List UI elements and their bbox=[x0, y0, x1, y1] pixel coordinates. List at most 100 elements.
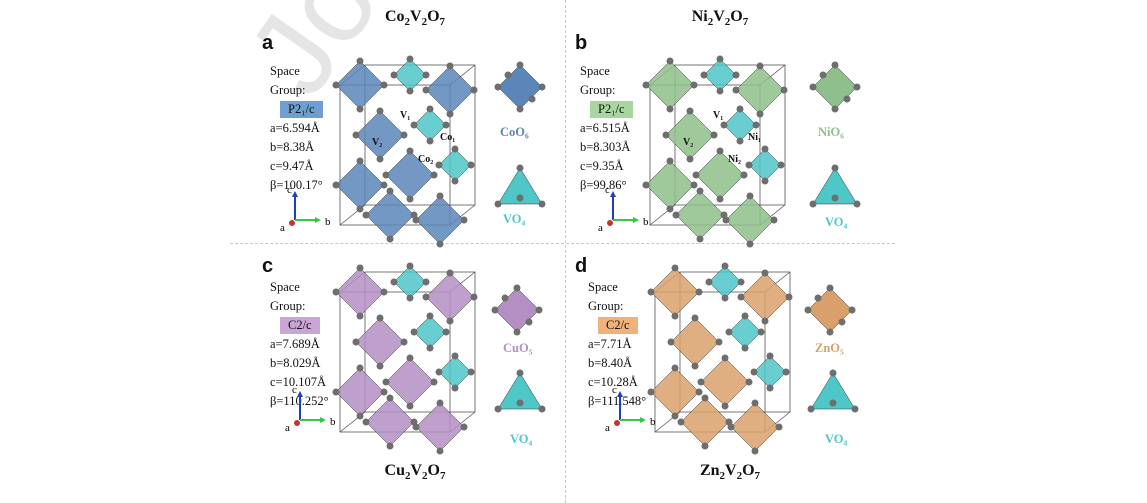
oxygen-atom bbox=[412, 423, 420, 431]
site-label: V₁ bbox=[713, 110, 723, 121]
oxygen-atom bbox=[710, 131, 718, 139]
metal-polyhedron-label: NiO₆ bbox=[818, 125, 844, 139]
oxygen-atom bbox=[752, 121, 760, 129]
oxygen-atom bbox=[809, 200, 817, 208]
metal-polyhedron bbox=[730, 402, 780, 452]
oxygen-atom bbox=[430, 378, 438, 386]
axis-c-label: c bbox=[605, 184, 610, 196]
oxygen-atom bbox=[513, 328, 521, 336]
oxygen-atom bbox=[732, 71, 740, 79]
axis-b-label: b bbox=[330, 416, 336, 428]
oxygen-atom bbox=[494, 405, 502, 413]
oxygen-atom bbox=[516, 369, 524, 377]
oxygen-atom bbox=[666, 157, 674, 165]
axis-a-label: a bbox=[598, 222, 603, 234]
oxygen-atom bbox=[741, 312, 749, 320]
oxygen-atom bbox=[853, 200, 861, 208]
oxygen-atom bbox=[756, 62, 764, 70]
panel-title: Co2V2O7 bbox=[384, 8, 446, 29]
site-label: V₂ bbox=[683, 137, 693, 148]
oxygen-atom bbox=[720, 121, 728, 129]
metal-polyhedron-label: CuO₅ bbox=[503, 341, 533, 355]
oxygen-atom bbox=[380, 288, 388, 296]
oxygen-atom bbox=[451, 145, 459, 153]
oxygen-atom bbox=[775, 423, 783, 431]
axis-c-arrowhead bbox=[292, 191, 298, 197]
oxygen-atom bbox=[829, 399, 837, 407]
oxygen-atom bbox=[467, 161, 475, 169]
lattice-c: c=10.28Å bbox=[588, 375, 638, 389]
lattice-beta: β=100.17° bbox=[270, 178, 323, 192]
oxygen-atom bbox=[671, 412, 679, 420]
oxygen-atom bbox=[716, 55, 724, 63]
oxygen-atom bbox=[491, 306, 499, 314]
oxygen-atom bbox=[715, 338, 723, 346]
panel-letter: c bbox=[262, 255, 274, 277]
oxygen-atom bbox=[412, 216, 420, 224]
oxygen-atom bbox=[390, 278, 398, 286]
oxygen-atom bbox=[696, 235, 704, 243]
oxygen-atom bbox=[819, 71, 827, 79]
oxygen-atom bbox=[516, 164, 524, 172]
oxygen-atom bbox=[727, 423, 735, 431]
oxygen-atom bbox=[362, 418, 370, 426]
oxygen-atom bbox=[390, 71, 398, 79]
oxygen-atom bbox=[426, 344, 434, 352]
oxygen-atom bbox=[671, 264, 679, 272]
lattice-beta: β=111.548° bbox=[588, 394, 647, 408]
lattice-parameters: Space Group: P2₁/c a=6.515Å b=8.303Å c=9.35Å… bbox=[580, 62, 633, 195]
metal-polyhedron bbox=[670, 317, 720, 367]
oxygen-atom bbox=[751, 447, 759, 455]
oxygen-atom bbox=[785, 293, 793, 301]
oxygen-atom bbox=[435, 161, 443, 169]
oxygen-atom bbox=[716, 87, 724, 95]
oxygen-atom bbox=[750, 368, 758, 376]
oxygen-atom bbox=[538, 200, 546, 208]
axis-a-marker bbox=[607, 220, 613, 226]
lattice-c: c=10.107Å bbox=[270, 375, 326, 389]
oxygen-atom bbox=[690, 181, 698, 189]
axis-b-arrowhead bbox=[640, 417, 646, 423]
oxygen-atom bbox=[494, 200, 502, 208]
oxygen-atom bbox=[460, 423, 468, 431]
axis-a-label: a bbox=[285, 422, 290, 434]
metal-polyhedron-label: CoO₆ bbox=[500, 125, 529, 139]
vo4-polyhedron bbox=[728, 315, 762, 349]
oxygen-atom bbox=[721, 262, 729, 270]
oxygen-atom bbox=[332, 388, 340, 396]
lattice-b: b=8.303Å bbox=[580, 140, 631, 154]
oxygen-atom bbox=[737, 293, 745, 301]
panel-title: Ni2V2O7 bbox=[691, 8, 749, 29]
oxygen-atom bbox=[386, 187, 394, 195]
axis-a-marker bbox=[294, 420, 300, 426]
oxygen-atom bbox=[761, 317, 769, 325]
oxygen-atom bbox=[422, 278, 430, 286]
axis-a-marker bbox=[614, 420, 620, 426]
site-label: Ni₁ bbox=[748, 132, 761, 143]
oxygen-atom bbox=[406, 402, 414, 410]
oxygen-atom bbox=[494, 83, 502, 91]
oxygen-atom bbox=[406, 87, 414, 95]
oxygen-atom bbox=[501, 294, 509, 302]
axis-c-label: c bbox=[612, 384, 617, 396]
oxygen-atom bbox=[721, 402, 729, 410]
oxygen-atom bbox=[356, 105, 364, 113]
vo4-polyhedron-legend bbox=[497, 372, 543, 410]
oxygen-atom bbox=[436, 240, 444, 248]
oxygen-atom bbox=[695, 288, 703, 296]
oxygen-atom bbox=[677, 418, 685, 426]
oxygen-atom bbox=[701, 394, 709, 402]
axis-c-label: c bbox=[287, 184, 292, 196]
oxygen-atom bbox=[422, 293, 430, 301]
oxygen-atom bbox=[376, 155, 384, 163]
oxygen-atom bbox=[782, 368, 790, 376]
oxygen-atom bbox=[848, 306, 856, 314]
oxygen-atom bbox=[721, 294, 729, 302]
space-group-badge: P2₁/c bbox=[590, 101, 633, 118]
lattice-b: b=8.38Å bbox=[270, 140, 315, 154]
vo4-polyhedron-legend bbox=[810, 372, 856, 410]
oxygen-atom bbox=[757, 328, 765, 336]
oxygen-atom bbox=[686, 107, 694, 115]
